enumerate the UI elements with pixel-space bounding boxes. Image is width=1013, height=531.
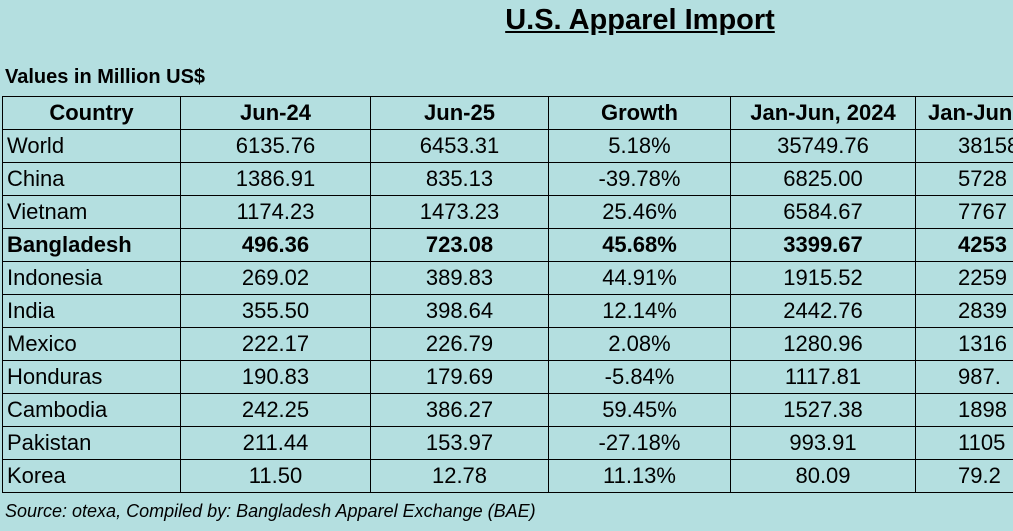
value-cell: 398.64 [370, 294, 549, 328]
value-cell: 2.08% [548, 327, 731, 361]
value-cell: 723.08 [370, 228, 549, 262]
table-body: World6135.766453.315.18%35749.7638158Chi… [2, 129, 1013, 493]
country-cell: India [2, 294, 181, 328]
value-cell: 1316 [915, 327, 1013, 361]
country-cell: China [2, 162, 181, 196]
country-cell: Cambodia [2, 393, 181, 427]
subtitle: Values in Million US$ [5, 66, 206, 88]
source-note: Source: otexa, Compiled by: Bangladesh A… [5, 501, 536, 521]
value-cell: 11.13% [548, 459, 731, 493]
country-cell: Vietnam [2, 195, 181, 229]
import-table: Country Jun-24 Jun-25 Growth Jan-Jun, 2024 Ja… [2, 96, 1013, 493]
table-row: Korea 11.50 12.78 11.13% 80.09 79.2 [2, 459, 1013, 493]
value-cell: 3399.67 [730, 228, 916, 262]
value-cell: 44.91% [548, 261, 731, 295]
value-cell: 242.25 [180, 393, 371, 427]
column-header: Growth [548, 96, 731, 130]
value-cell: 1527.38 [730, 393, 916, 427]
value-cell: -39.78% [548, 162, 731, 196]
value-cell: 1105 [915, 426, 1013, 460]
value-cell: 4253 [915, 228, 1013, 262]
table-row: Cambodia 242.25 386.27 59.45% 1527.38 1898 [2, 393, 1013, 427]
value-cell: 993.91 [730, 426, 916, 460]
value-cell: 80.09 [730, 459, 916, 493]
value-cell: 2259 [915, 261, 1013, 295]
value-cell: 5728 [915, 162, 1013, 196]
value-cell: 190.83 [180, 360, 371, 394]
table-row: Vietnam 1174.23 1473.23 25.46% 6584.67 7767 [2, 195, 1013, 229]
table-row: Honduras 190.83 179.69 -5.84% 1117.81 987. [2, 360, 1013, 394]
value-cell: 1280.96 [730, 327, 916, 361]
value-cell: 226.79 [370, 327, 549, 361]
value-cell: 987. [915, 360, 1013, 394]
value-cell: 6135.76 [180, 129, 371, 163]
value-cell: 6584.67 [730, 195, 916, 229]
value-cell: -5.84% [548, 360, 731, 394]
value-cell: 79.2 [915, 459, 1013, 493]
column-header: Jan-Jun, 2024 [730, 96, 916, 130]
value-cell: 25.46% [548, 195, 731, 229]
column-header: Jun-25 [370, 96, 549, 130]
value-cell: 1915.52 [730, 261, 916, 295]
value-cell: 45.68% [548, 228, 731, 262]
value-cell: 835.13 [370, 162, 549, 196]
table-row: Pakistan 211.44 153.97 -27.18% 993.91 1105 [2, 426, 1013, 460]
value-cell: 355.50 [180, 294, 371, 328]
value-cell: 1386.91 [180, 162, 371, 196]
value-cell: 5.18% [548, 129, 731, 163]
column-header: Country [2, 96, 181, 130]
value-cell: 6453.31 [370, 129, 549, 163]
value-cell: 1473.23 [370, 195, 549, 229]
table-wrapper: Country Jun-24 Jun-25 Growth Jan-Jun, 2024 Ja… [2, 96, 1013, 493]
value-cell: -27.18% [548, 426, 731, 460]
value-cell: 211.44 [180, 426, 371, 460]
value-cell: 222.17 [180, 327, 371, 361]
value-cell: 153.97 [370, 426, 549, 460]
country-cell: Pakistan [2, 426, 181, 460]
title: U.S. Apparel Import [505, 4, 775, 36]
country-cell: Mexico [2, 327, 181, 361]
header-row: Country Jun-24 Jun-25 Growth Jan-Jun, 2024 Ja… [2, 96, 1013, 130]
country-cell: Honduras [2, 360, 181, 394]
country-cell: Indonesia [2, 261, 181, 295]
country-cell: World [2, 129, 181, 163]
table-row: India 355.50 398.64 12.14% 2442.76 2839 [2, 294, 1013, 328]
value-cell: 6825.00 [730, 162, 916, 196]
value-cell: 38158 [915, 129, 1013, 163]
value-cell: 386.27 [370, 393, 549, 427]
value-cell: 389.83 [370, 261, 549, 295]
table-row: Indonesia 269.02 389.83 44.91% 1915.52 2259 [2, 261, 1013, 295]
value-cell: 1174.23 [180, 195, 371, 229]
value-cell: 1117.81 [730, 360, 916, 394]
table-row: China 1386.91 835.13 -39.78% 6825.00 5728 [2, 162, 1013, 196]
value-cell: 496.36 [180, 228, 371, 262]
column-header: Jun-24 [180, 96, 371, 130]
country-cell: Korea [2, 459, 181, 493]
value-cell: 1898 [915, 393, 1013, 427]
value-cell: 2839 [915, 294, 1013, 328]
value-cell: 2442.76 [730, 294, 916, 328]
value-cell: 59.45% [548, 393, 731, 427]
country-cell: Bangladesh [2, 228, 181, 262]
value-cell: 35749.76 [730, 129, 916, 163]
table-row: Mexico 222.17 226.79 2.08% 1280.96 1316 [2, 327, 1013, 361]
value-cell: 12.78 [370, 459, 549, 493]
value-cell: 179.69 [370, 360, 549, 394]
column-header: Jan-Jun [915, 96, 1013, 130]
value-cell: 12.14% [548, 294, 731, 328]
value-cell: 269.02 [180, 261, 371, 295]
value-cell: 7767 [915, 195, 1013, 229]
value-cell: 11.50 [180, 459, 371, 493]
table-row: Bangladesh 496.36 723.08 45.68% 3399.67 4253 [2, 228, 1013, 262]
